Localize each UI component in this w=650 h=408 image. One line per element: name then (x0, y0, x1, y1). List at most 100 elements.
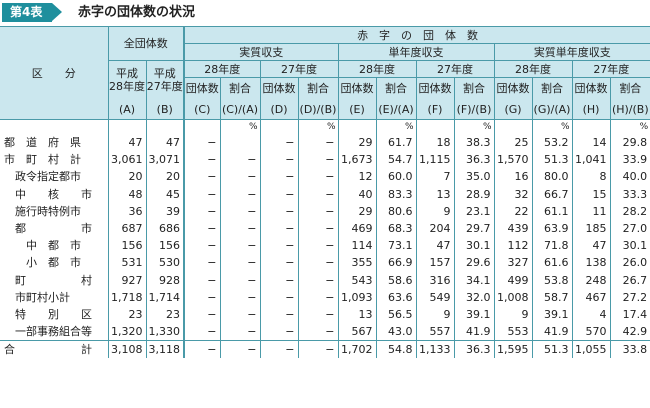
cell-value: 1,702 (337, 340, 376, 359)
cell-value: − (259, 254, 298, 272)
header-code: (H) (571, 99, 610, 120)
header-count: 団体数 (183, 77, 220, 100)
cell-value: − (183, 168, 220, 186)
cell-value: − (183, 305, 220, 324)
cell-value: 20 (107, 168, 146, 186)
cell-value: 61.6 (531, 254, 572, 272)
cell-value: 549 (415, 288, 454, 306)
cell-value: 13 (337, 305, 376, 324)
cell-value: − (219, 202, 260, 220)
cell-value: 439 (493, 219, 532, 238)
cell-value: 48 (107, 185, 146, 203)
cell-value: 15 (571, 185, 610, 203)
row-label: 一部事務組合等 (4, 325, 92, 339)
cell-value: − (297, 271, 338, 289)
cell-value: 3,061 (107, 151, 146, 169)
cell-value: 23 (107, 305, 146, 324)
cell-value: 316 (415, 271, 454, 289)
cell-value: 1,330 (145, 323, 184, 341)
cell-value: − (183, 288, 220, 306)
header-ratio: 割合 (453, 77, 494, 100)
title-bar: 第4表 赤字の団体数の状況 (0, 0, 650, 24)
cell-value: 355 (337, 254, 376, 272)
cell-value: − (219, 237, 260, 255)
cell-value: 29 (337, 202, 376, 220)
cell-value: 687 (107, 219, 146, 238)
cell-value: − (219, 305, 260, 324)
header-ratio: 割合 (297, 77, 338, 100)
cell-value: 36.3 (453, 151, 494, 169)
cell-value: 47 (107, 134, 146, 152)
cell-value: 26.7 (609, 271, 650, 289)
cell-value: 28.2 (609, 202, 650, 220)
cell-value: 3,118 (145, 340, 184, 359)
cell-value: 36.3 (453, 340, 494, 359)
cell-value: 40.0 (609, 168, 650, 186)
cell-value: − (259, 168, 298, 186)
row-label: 施行時特例市 (4, 204, 81, 218)
table-row: 都 道 府 県 47 47− − −29 61.7 18 38.3 25 53.2 14 29.8 (0, 134, 650, 152)
cell-value: 30.1 (453, 237, 494, 255)
cell-value: 40 (337, 185, 376, 203)
cell-value: 3,071 (145, 151, 184, 169)
cell-value: 63.9 (531, 219, 572, 238)
header-all-h28: 平成 28年度 (107, 60, 146, 100)
cell-value: − (297, 151, 338, 169)
cell-value: 11 (571, 202, 610, 220)
unit-percent: % (375, 119, 416, 134)
cell-value: 543 (337, 271, 376, 289)
table-row: 中 都 市 156 156− − − −114 73.1 47 30.1 112 71.8 47 30.… (0, 237, 650, 255)
cell-value: − (219, 219, 260, 238)
table-row: 合 計 3,108 3,118− − − −1,702 54.8 1,133 36.3 1,595… (0, 340, 650, 359)
cell-value: 35.0 (453, 168, 494, 186)
cell-value: 83.3 (375, 185, 416, 203)
cell-value: − (183, 323, 220, 341)
cell-value: − (297, 305, 338, 324)
cell-value: − (219, 340, 260, 359)
header-h27-c: 27年度 (571, 60, 650, 78)
cell-value: 1,055 (571, 340, 610, 359)
cell-value: 23.1 (453, 202, 494, 220)
cell-value: 1,133 (415, 340, 454, 359)
cell-value: 112 (493, 237, 532, 255)
cell-value: 60.0 (375, 168, 416, 186)
cell-value: − (183, 340, 220, 359)
table-row: 中 核 市 48 45− − − −40 83.3 13 28.9 32 66.7 15 33.3 (0, 185, 650, 203)
header-single-year: 単年度収支 (337, 43, 494, 61)
cell-value: − (219, 288, 260, 306)
header-code: (D)/(B) (297, 99, 338, 120)
row-label: 町 村 (4, 273, 92, 287)
cell-value: 553 (493, 323, 532, 341)
header-code: (F) (415, 99, 454, 120)
header-code: (E) (337, 99, 376, 120)
cell-value: 20 (145, 168, 184, 186)
unit-percent: % (531, 119, 572, 134)
cell-value: 13 (415, 185, 454, 203)
cell-value: 32.0 (453, 288, 494, 306)
cell-value: 51.3 (531, 340, 572, 359)
cell-value: 27.2 (609, 288, 650, 306)
table-row: 小 都 市 531 530− − − −355 66.9 157 29.6 327 61.6 138 2… (0, 254, 650, 272)
cell-value: 28.9 (453, 185, 494, 203)
cell-value: 30.1 (609, 237, 650, 255)
cell-value: 9 (493, 305, 532, 324)
cell-value: 56.5 (375, 305, 416, 324)
row-label: 都 道 府 県 (4, 136, 81, 150)
table-row: 都 市 687 686− − − −469 68.3 204 29.7 439 63.9 185 27.… (0, 219, 650, 238)
unit-row: % % % % % % (0, 119, 650, 134)
cell-value: 1,320 (107, 323, 146, 341)
cell-value: 9 (415, 305, 454, 324)
cell-value: − (259, 323, 298, 341)
cell-value: 9 (415, 202, 454, 220)
cell-value: 467 (571, 288, 610, 306)
cell-value: 1,714 (145, 288, 184, 306)
cell-value: 567 (337, 323, 376, 341)
cell-value: 68.3 (375, 219, 416, 238)
cell-value: − (259, 202, 298, 220)
cell-value: 22 (493, 202, 532, 220)
table-row: 町 村 927 928− − − −543 58.6 316 34.1 499 53.8 248 26.… (0, 271, 650, 289)
cell-value: 1,115 (415, 151, 454, 169)
cell-value: − (259, 288, 298, 306)
cell-value: 469 (337, 219, 376, 238)
cell-value: 1,673 (337, 151, 376, 169)
